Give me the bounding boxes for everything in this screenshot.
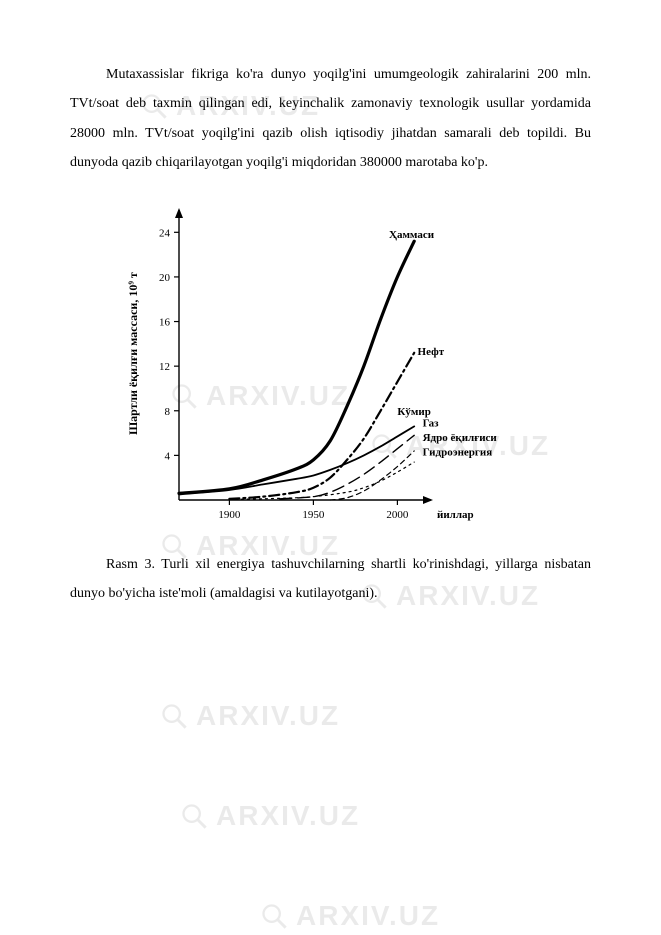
series-Ҳаммаси bbox=[179, 241, 414, 493]
svg-text:Гидроэнергия: Гидроэнергия bbox=[422, 446, 492, 458]
watermark: ARXIV.UZ bbox=[260, 900, 440, 932]
svg-text:Газ: Газ bbox=[422, 417, 439, 429]
figure-caption: Rasm 3. Turli xil energiya tashuvchilarn… bbox=[70, 550, 591, 609]
watermark-text: ARXIV.UZ bbox=[196, 700, 340, 732]
watermark: ARXIV.UZ bbox=[180, 800, 360, 832]
watermark-text: ARXIV.UZ bbox=[216, 800, 360, 832]
body-paragraph: Mutaxassislar fikriga ko'ra dunyo yoqilg… bbox=[70, 60, 591, 178]
svg-text:16: 16 bbox=[159, 316, 171, 328]
watermark: ARXIV.UZ bbox=[160, 700, 340, 732]
magnifier-icon bbox=[180, 802, 208, 830]
svg-text:1900: 1900 bbox=[218, 509, 241, 521]
magnifier-icon bbox=[260, 902, 288, 930]
page-content: Mutaxassislar fikriga ko'ra dunyo yoqilg… bbox=[0, 0, 661, 648]
svg-text:Ядро ёқилғиси: Ядро ёқилғиси bbox=[422, 431, 497, 443]
svg-text:2000: 2000 bbox=[386, 509, 409, 521]
svg-text:4: 4 bbox=[164, 450, 170, 462]
svg-text:24: 24 bbox=[159, 227, 171, 239]
svg-text:Шартли ёқилғи массаси, 10⁹ т: Шартли ёқилғи массаси, 10⁹ т bbox=[126, 272, 140, 435]
svg-text:Нефт: Нефт bbox=[417, 346, 444, 358]
watermark-text: ARXIV.UZ bbox=[296, 900, 440, 932]
svg-text:1950: 1950 bbox=[302, 509, 325, 521]
energy-chart: 4 8 12 16 20 24 1900 1950 2000 йиллар Шартли ёқилғ… bbox=[121, 196, 541, 536]
svg-text:Ҳаммаси: Ҳаммаси bbox=[389, 228, 435, 240]
svg-text:йиллар: йиллар bbox=[437, 509, 474, 521]
svg-text:8: 8 bbox=[164, 405, 170, 417]
series-Нефт bbox=[229, 352, 414, 498]
svg-text:12: 12 bbox=[159, 361, 170, 373]
svg-text:20: 20 bbox=[159, 271, 171, 283]
series-Кўмир bbox=[179, 426, 414, 494]
magnifier-icon bbox=[160, 702, 188, 730]
